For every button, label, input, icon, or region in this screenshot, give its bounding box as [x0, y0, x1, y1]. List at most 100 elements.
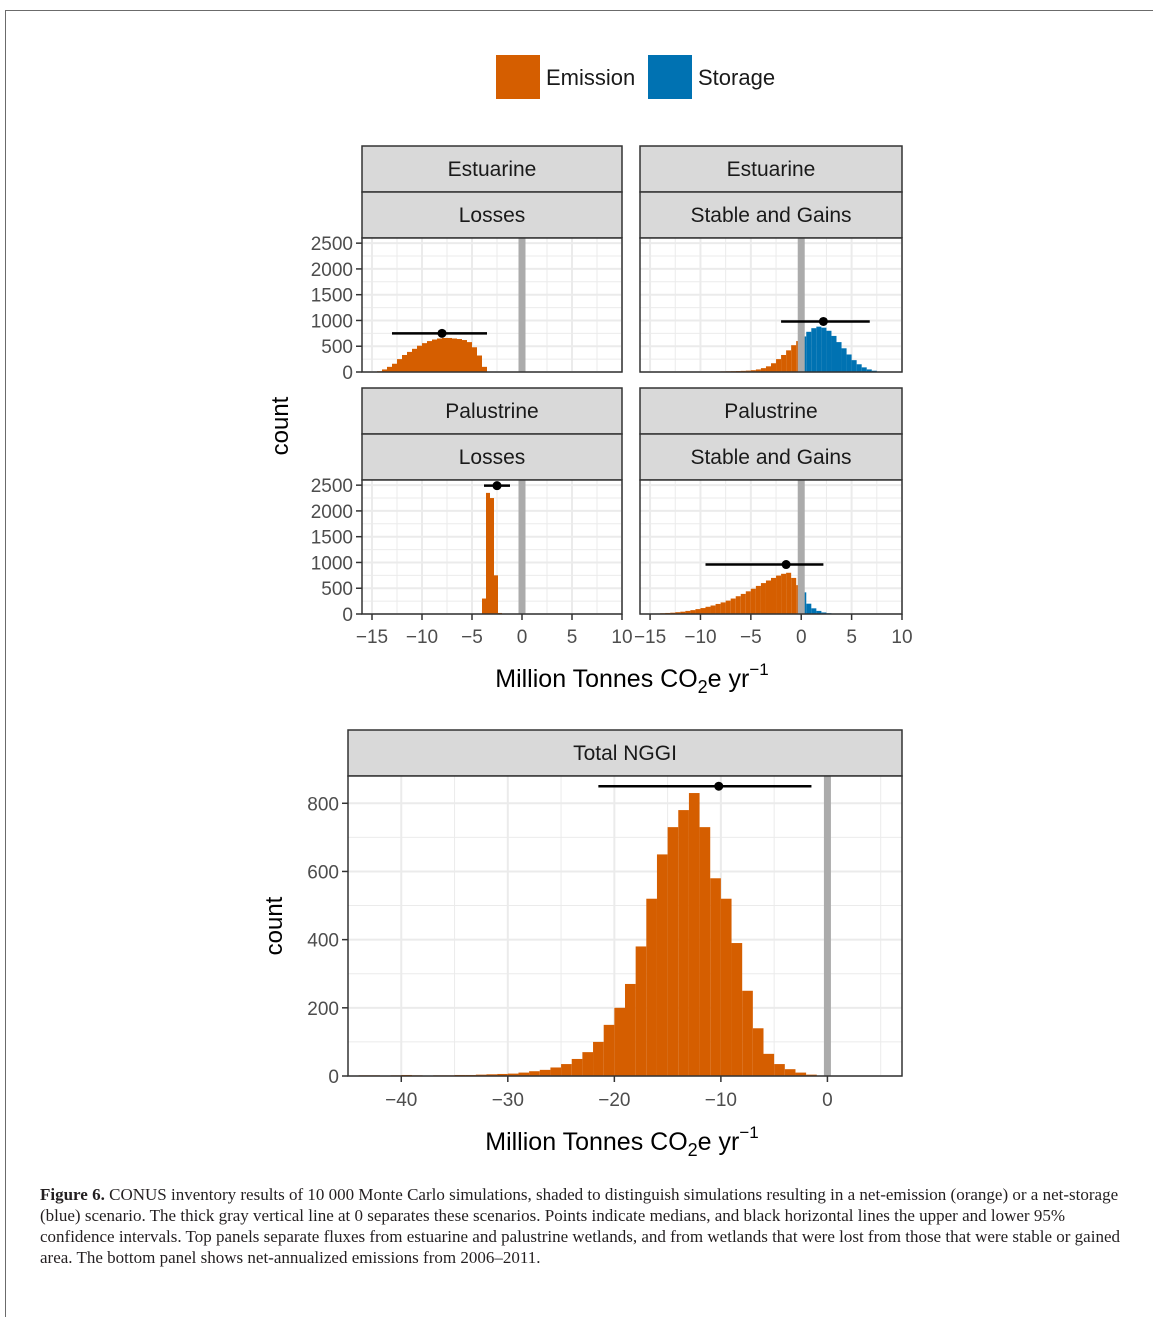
facet-palustrine-stable-and-gains-row-strip-label: Palustrine	[724, 400, 817, 423]
facet-estuarine-losses-bar	[427, 341, 432, 372]
facet-palustrine-stable-and-gains-bar	[685, 610, 691, 614]
total-nggi-xtick-label: −10	[705, 1090, 737, 1111]
total-nggi-bar	[486, 1074, 498, 1076]
facet-palustrine-stable-and-gains-bar	[675, 612, 681, 614]
facet-palustrine-stable-and-gains-bar	[811, 608, 817, 614]
total-nggi-ytick-label: 0	[328, 1067, 339, 1088]
figure-caption-label: Figure 6.	[40, 1185, 105, 1204]
facet-estuarine-losses-bar	[397, 359, 402, 372]
total-nggi-ytick-label: 800	[307, 794, 339, 815]
total-nggi-ytick-label: 400	[307, 931, 339, 952]
bottom-xlabel-tail: e yr	[698, 1128, 740, 1156]
facet-estuarine-losses-ytick-label: 2000	[311, 260, 353, 281]
total-nggi-bar	[763, 1053, 775, 1076]
facet-palustrine-losses-bar	[490, 498, 494, 614]
facet-palustrine-stable-and-gains-bar	[735, 596, 741, 614]
facet-palustrine-stable-and-gains-median-point	[781, 560, 791, 570]
facet-palustrine-losses-bar	[494, 575, 498, 614]
facet-estuarine-stable-and-gains-bar	[760, 368, 766, 372]
facet-palustrine-stable-and-gains-xtick-label: 0	[796, 627, 807, 648]
facet-palustrine-stable-and-gains-col-strip-label: Stable and Gains	[690, 446, 851, 469]
facet-palustrine-losses-zero-line	[518, 480, 526, 614]
facet-estuarine-losses-bar	[482, 366, 487, 372]
total-nggi-bar	[603, 1024, 615, 1076]
facet-estuarine-stable-and-gains-bar	[806, 331, 812, 372]
facet-palustrine-stable-and-gains-bar	[710, 605, 716, 614]
figure-6-charts: Emission StorageEstuarineLosses0500100015…	[261, 55, 913, 1160]
facet-palustrine-losses-xtick-label: −15	[356, 627, 388, 648]
facet-palustrine-stable-and-gains-bar	[821, 612, 827, 614]
facet-estuarine-stable-and-gains-bar	[750, 370, 756, 372]
legend-swatch-emission	[496, 55, 540, 99]
facet-estuarine-losses-bar	[447, 337, 452, 372]
facet-estuarine-losses-bar	[412, 348, 417, 372]
total-nggi-strip	[347, 729, 903, 777]
facet-estuarine-losses-plot-bg	[362, 238, 622, 372]
facet-estuarine-losses-col-strip	[361, 191, 623, 239]
total-nggi-bar	[529, 1071, 540, 1076]
facet-palustrine-stable-and-gains-bar	[705, 606, 711, 614]
facet-estuarine-losses-bar	[452, 338, 457, 372]
facet-estuarine-stable-and-gains-bar	[771, 363, 777, 372]
facet-palustrine-losses-col-strip-label: Losses	[459, 446, 526, 469]
total-nggi-bar	[752, 1028, 764, 1076]
total-nggi-bar	[731, 943, 743, 1076]
top-xlabel-sup: −1	[749, 660, 768, 679]
facet-estuarine-losses-bar	[402, 354, 407, 372]
facet-estuarine-losses-bar	[417, 345, 422, 372]
facet-estuarine-losses-bar	[392, 363, 397, 372]
facet-palustrine-stable-and-gains-bar	[740, 593, 746, 614]
facet-estuarine-losses-panel-border	[361, 237, 623, 373]
legend-swatch-storage	[648, 55, 692, 99]
facet-estuarine-stable-and-gains-bar	[846, 354, 852, 372]
facet-palustrine-losses-xtick-label: 5	[567, 627, 578, 648]
facet-estuarine-losses-zero-line	[518, 238, 526, 372]
facet-palustrine-stable-and-gains-bar	[730, 598, 736, 614]
facet-estuarine-stable-and-gains-bar	[851, 360, 857, 372]
facet-estuarine-losses-bar	[477, 355, 482, 372]
total-nggi-ytick-label: 200	[307, 999, 339, 1020]
figure-caption-text: CONUS inventory results of 10 000 Monte …	[40, 1185, 1120, 1267]
bottom-xlabel-sup: −1	[739, 1123, 758, 1142]
facet-palustrine-losses-panel-border	[361, 479, 623, 615]
total-nggi-bar	[774, 1064, 785, 1076]
facet-palustrine-stable-and-gains-xtick-label: 10	[891, 627, 912, 648]
facet-palustrine-stable-and-gains-col-strip	[639, 433, 903, 481]
facet-estuarine-losses-ytick-label: 1000	[311, 311, 353, 332]
facet-estuarine-stable-and-gains-bar	[786, 350, 792, 372]
total-nggi-bar	[582, 1052, 594, 1076]
facet-palustrine-losses-xtick-label: −5	[461, 627, 483, 648]
facet-estuarine-losses-row-strip-label: Estuarine	[448, 158, 537, 181]
facet-palustrine-stable-and-gains-bar	[791, 577, 797, 614]
facet-palustrine-stable-and-gains-bar	[680, 611, 686, 614]
top-xlabel-tail: e yr	[708, 665, 750, 693]
figure-caption: Figure 6. CONUS inventory results of 10 …	[40, 1184, 1130, 1268]
facet-palustrine-losses-col-strip	[361, 433, 623, 481]
total-nggi-bar	[625, 983, 636, 1076]
total-nggi-bar	[710, 878, 721, 1076]
facet-palustrine-losses-ytick-label: 500	[321, 579, 353, 600]
total-nggi-panel-border	[347, 775, 903, 1077]
facet-estuarine-losses-ytick-label: 0	[342, 363, 353, 384]
facet-estuarine-losses-row-strip	[361, 145, 623, 193]
total-nggi-bar	[561, 1064, 572, 1076]
facet-palustrine-stable-and-gains-bar	[700, 608, 706, 614]
facet-estuarine-losses-ytick-label: 2500	[311, 234, 353, 255]
facet-estuarine-stable-and-gains-bar	[765, 366, 771, 372]
facet-estuarine-stable-and-gains-median-point	[818, 316, 828, 326]
bottom-xlabel-sub: 2	[688, 1140, 698, 1160]
facet-estuarine-stable-and-gains-bar	[781, 354, 787, 372]
page-frame-left	[5, 10, 6, 1317]
facet-palustrine-stable-and-gains-bar	[771, 577, 777, 614]
facet-estuarine-losses-bar	[382, 369, 387, 372]
total-nggi-bar	[667, 827, 679, 1076]
facet-estuarine-stable-and-gains-panel-border	[639, 237, 903, 373]
facet-palustrine-stable-and-gains-bar	[816, 610, 822, 614]
facet-palustrine-losses-row-strip-label: Palustrine	[445, 400, 538, 423]
facet-estuarine-losses-bar	[462, 340, 467, 372]
facet-palustrine-stable-and-gains-bar	[725, 600, 731, 614]
total-nggi-bar	[720, 898, 732, 1076]
total-nggi-xtick-label: −40	[385, 1090, 417, 1111]
facet-estuarine-losses-ytick-label: 1500	[311, 286, 353, 307]
facet-palustrine-stable-and-gains-bar	[695, 609, 701, 614]
